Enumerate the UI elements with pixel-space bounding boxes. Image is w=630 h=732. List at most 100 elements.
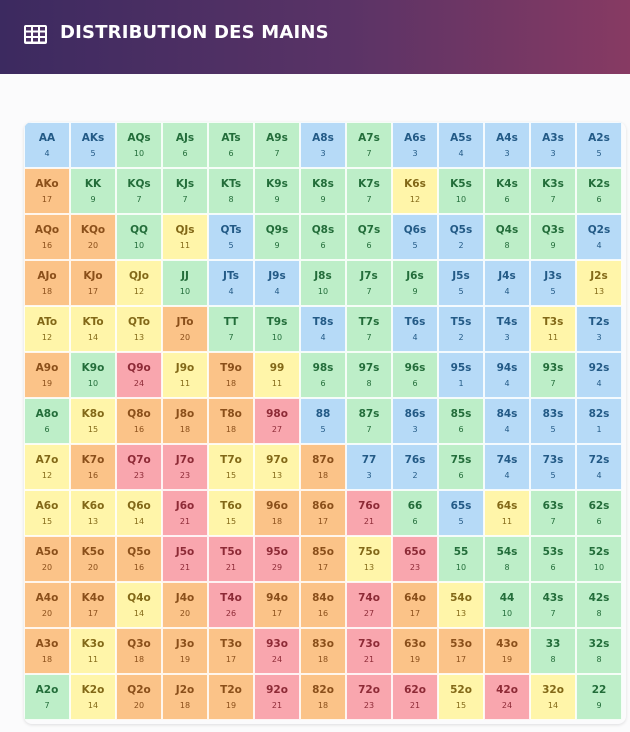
hand-cell[interactable]: K3o 11: [70, 628, 116, 674]
hand-cell[interactable]: A5s 4: [438, 122, 484, 168]
hand-cell[interactable]: 73o 21: [346, 628, 392, 674]
hand-cell[interactable]: 87s 7: [346, 398, 392, 444]
hand-cell[interactable]: Q9s 9: [254, 214, 300, 260]
hand-cell[interactable]: A6o 15: [24, 490, 70, 536]
hand-cell[interactable]: J8s 10: [300, 260, 346, 306]
hand-cell[interactable]: J7s 7: [346, 260, 392, 306]
hand-cell[interactable]: T7s 7: [346, 306, 392, 352]
hand-cell[interactable]: A4s 3: [484, 122, 530, 168]
hand-cell[interactable]: 77 3: [346, 444, 392, 490]
hand-cell[interactable]: Q6o 14: [116, 490, 162, 536]
hand-cell[interactable]: T3s 11: [530, 306, 576, 352]
hand-cell[interactable]: J2o 18: [162, 674, 208, 720]
hand-cell[interactable]: 64o 17: [392, 582, 438, 628]
hand-cell[interactable]: T9s 10: [254, 306, 300, 352]
hand-cell[interactable]: ATo 12: [24, 306, 70, 352]
hand-cell[interactable]: Q9o 24: [116, 352, 162, 398]
hand-cell[interactable]: 93s 7: [530, 352, 576, 398]
hand-cell[interactable]: K9s 9: [254, 168, 300, 214]
hand-cell[interactable]: QJo 12: [116, 260, 162, 306]
hand-cell[interactable]: 84o 16: [300, 582, 346, 628]
hand-cell[interactable]: K8s 9: [300, 168, 346, 214]
hand-cell[interactable]: T8s 4: [300, 306, 346, 352]
hand-cell[interactable]: ATs 6: [208, 122, 254, 168]
hand-cell[interactable]: T5s 2: [438, 306, 484, 352]
hand-cell[interactable]: T4s 3: [484, 306, 530, 352]
hand-cell[interactable]: T9o 18: [208, 352, 254, 398]
hand-cell[interactable]: 87o 18: [300, 444, 346, 490]
hand-cell[interactable]: J9o 11: [162, 352, 208, 398]
hand-cell[interactable]: A7o 12: [24, 444, 70, 490]
hand-cell[interactable]: 76s 2: [392, 444, 438, 490]
hand-cell[interactable]: KTo 14: [70, 306, 116, 352]
hand-cell[interactable]: 83s 5: [530, 398, 576, 444]
hand-cell[interactable]: KQo 20: [70, 214, 116, 260]
hand-cell[interactable]: 95o 29: [254, 536, 300, 582]
hand-cell[interactable]: Q8o 16: [116, 398, 162, 444]
hand-cell[interactable]: JTs 4: [208, 260, 254, 306]
hand-cell[interactable]: T2s 3: [576, 306, 622, 352]
hand-cell[interactable]: KTs 8: [208, 168, 254, 214]
hand-cell[interactable]: 32o 14: [530, 674, 576, 720]
hand-cell[interactable]: Q3o 18: [116, 628, 162, 674]
hand-cell[interactable]: 64s 11: [484, 490, 530, 536]
hand-cell[interactable]: 32s 8: [576, 628, 622, 674]
hand-cell[interactable]: 74s 4: [484, 444, 530, 490]
hand-cell[interactable]: 42s 8: [576, 582, 622, 628]
hand-cell[interactable]: 44 10: [484, 582, 530, 628]
hand-cell[interactable]: T4o 26: [208, 582, 254, 628]
hand-cell[interactable]: Q5o 16: [116, 536, 162, 582]
hand-cell[interactable]: K4o 17: [70, 582, 116, 628]
hand-cell[interactable]: KJs 7: [162, 168, 208, 214]
hand-cell[interactable]: 66 6: [392, 490, 438, 536]
hand-cell[interactable]: 95s 1: [438, 352, 484, 398]
hand-cell[interactable]: Q2o 20: [116, 674, 162, 720]
hand-cell[interactable]: 93o 24: [254, 628, 300, 674]
hand-cell[interactable]: Q4s 8: [484, 214, 530, 260]
hand-cell[interactable]: 96o 18: [254, 490, 300, 536]
hand-cell[interactable]: 92s 4: [576, 352, 622, 398]
hand-cell[interactable]: K2o 14: [70, 674, 116, 720]
hand-cell[interactable]: 72s 4: [576, 444, 622, 490]
hand-cell[interactable]: 42o 24: [484, 674, 530, 720]
hand-cell[interactable]: K3s 7: [530, 168, 576, 214]
hand-cell[interactable]: K7o 16: [70, 444, 116, 490]
hand-cell[interactable]: 63o 19: [392, 628, 438, 674]
hand-cell[interactable]: 54s 8: [484, 536, 530, 582]
hand-cell[interactable]: J2s 13: [576, 260, 622, 306]
hand-cell[interactable]: J6s 9: [392, 260, 438, 306]
hand-cell[interactable]: QTs 5: [208, 214, 254, 260]
hand-cell[interactable]: T6s 4: [392, 306, 438, 352]
hand-cell[interactable]: 76o 21: [346, 490, 392, 536]
hand-cell[interactable]: 43o 19: [484, 628, 530, 674]
hand-cell[interactable]: J3o 19: [162, 628, 208, 674]
hand-cell[interactable]: Q5s 2: [438, 214, 484, 260]
hand-cell[interactable]: 86o 17: [300, 490, 346, 536]
hand-cell[interactable]: A6s 3: [392, 122, 438, 168]
hand-cell[interactable]: K7s 7: [346, 168, 392, 214]
hand-cell[interactable]: QJs 11: [162, 214, 208, 260]
hand-cell[interactable]: Q2s 4: [576, 214, 622, 260]
hand-cell[interactable]: A2o 7: [24, 674, 70, 720]
hand-cell[interactable]: T7o 15: [208, 444, 254, 490]
hand-cell[interactable]: 54o 13: [438, 582, 484, 628]
hand-cell[interactable]: 94s 4: [484, 352, 530, 398]
hand-cell[interactable]: A4o 20: [24, 582, 70, 628]
hand-cell[interactable]: T8o 18: [208, 398, 254, 444]
hand-cell[interactable]: 72o 23: [346, 674, 392, 720]
hand-cell[interactable]: J3s 5: [530, 260, 576, 306]
hand-cell[interactable]: 97o 13: [254, 444, 300, 490]
hand-cell[interactable]: Q7o 23: [116, 444, 162, 490]
hand-cell[interactable]: A9o 19: [24, 352, 70, 398]
hand-cell[interactable]: 33 8: [530, 628, 576, 674]
hand-cell[interactable]: Q6s 5: [392, 214, 438, 260]
hand-cell[interactable]: QTo 13: [116, 306, 162, 352]
hand-cell[interactable]: Q8s 6: [300, 214, 346, 260]
hand-cell[interactable]: K5o 20: [70, 536, 116, 582]
hand-cell[interactable]: 53o 17: [438, 628, 484, 674]
hand-cell[interactable]: 83o 18: [300, 628, 346, 674]
hand-cell[interactable]: AKo 17: [24, 168, 70, 214]
hand-cell[interactable]: JJ 10: [162, 260, 208, 306]
hand-cell[interactable]: QQ 10: [116, 214, 162, 260]
hand-cell[interactable]: Q7s 6: [346, 214, 392, 260]
